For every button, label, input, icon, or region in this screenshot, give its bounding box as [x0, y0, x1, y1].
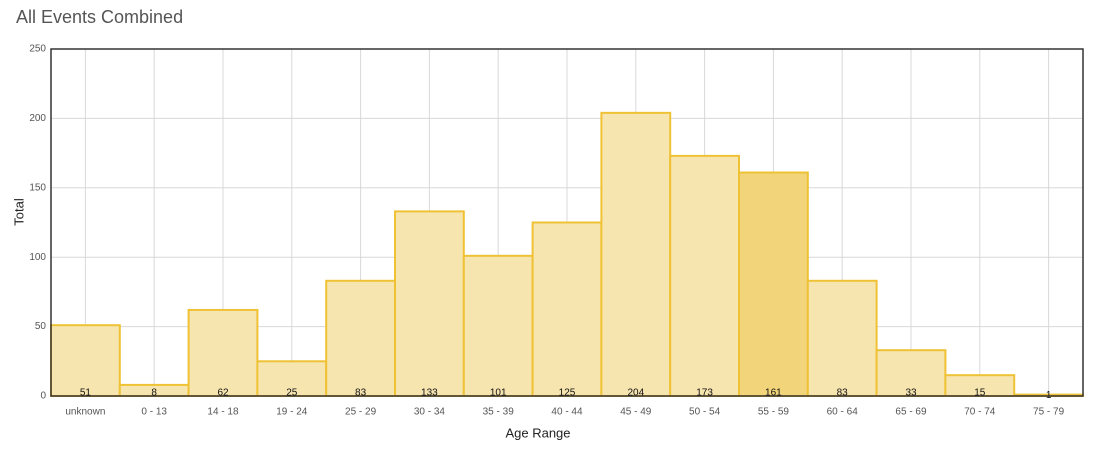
chart-title: All Events Combined — [16, 7, 183, 27]
x-tick-label: 30 - 34 — [414, 407, 446, 418]
x-tick-label: 40 - 44 — [551, 407, 583, 418]
value-label: 173 — [696, 388, 713, 399]
value-label: 125 — [559, 388, 576, 399]
x-tick-label: 19 - 24 — [276, 407, 308, 418]
bar — [875, 349, 947, 398]
x-tick-label: 45 - 49 — [620, 407, 652, 418]
value-label: 33 — [905, 388, 917, 399]
bar — [462, 254, 534, 397]
value-label: 25 — [286, 388, 298, 399]
value-label: 15 — [974, 388, 986, 399]
value-label: 83 — [837, 388, 849, 399]
value-label: 133 — [421, 388, 438, 399]
bar — [531, 221, 603, 397]
bar — [394, 210, 465, 397]
y-tick-label: 200 — [29, 113, 46, 124]
x-tick-label: unknown — [65, 407, 105, 418]
x-tick-label: 75 - 79 — [1033, 407, 1065, 418]
x-tick-label: 55 - 59 — [758, 407, 790, 418]
value-label: 204 — [627, 388, 644, 399]
bar — [669, 154, 741, 397]
bar — [806, 279, 878, 397]
y-tick-label: 100 — [29, 252, 46, 263]
value-label: 8 — [151, 388, 157, 399]
y-axis-label: Total — [11, 198, 26, 226]
value-label: 101 — [490, 388, 507, 399]
x-tick-label: 14 - 18 — [207, 407, 239, 418]
x-tick-label: 0 - 13 — [141, 407, 167, 418]
x-tick-label: 35 - 39 — [483, 407, 515, 418]
y-tick-label: 150 — [29, 182, 46, 193]
value-label: 62 — [217, 388, 229, 399]
bar — [50, 324, 121, 398]
x-tick-label: 50 - 54 — [689, 407, 721, 418]
bar — [738, 171, 809, 397]
x-tick-label: 60 - 64 — [827, 407, 859, 418]
bar — [325, 279, 397, 397]
x-tick-label: 65 - 69 — [895, 407, 927, 418]
x-tick-label: 25 - 29 — [345, 407, 377, 418]
value-label: 161 — [765, 388, 782, 399]
y-tick-label: 0 — [40, 391, 46, 402]
bar — [600, 111, 672, 398]
y-tick-label: 50 — [35, 321, 47, 332]
x-tick-label: 70 - 74 — [964, 407, 996, 418]
y-tick-label: 250 — [29, 44, 46, 55]
value-label: 83 — [355, 388, 367, 399]
plot-frame — [50, 48, 1084, 397]
x-axis-label: Age Range — [505, 425, 570, 440]
bar — [187, 308, 259, 397]
value-label: 51 — [80, 388, 92, 399]
